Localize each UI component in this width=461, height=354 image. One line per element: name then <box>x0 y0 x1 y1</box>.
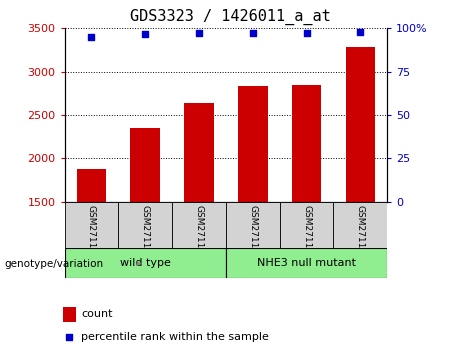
Point <box>88 34 95 40</box>
Bar <box>226 248 387 278</box>
Bar <box>292 85 321 202</box>
Text: count: count <box>81 309 112 319</box>
Bar <box>346 46 375 202</box>
Bar <box>65 202 118 248</box>
Bar <box>333 202 387 248</box>
Text: GSM271149: GSM271149 <box>195 205 203 260</box>
Text: percentile rank within the sample: percentile rank within the sample <box>81 332 269 342</box>
Bar <box>184 103 214 202</box>
Text: GDS3323 / 1426011_a_at: GDS3323 / 1426011_a_at <box>130 9 331 25</box>
Text: GSM271147: GSM271147 <box>87 205 96 260</box>
Text: GSM271152: GSM271152 <box>356 205 365 260</box>
Text: GSM271150: GSM271150 <box>248 205 257 260</box>
Text: wild type: wild type <box>120 258 171 268</box>
Text: NHE3 null mutant: NHE3 null mutant <box>257 258 356 268</box>
Point <box>65 334 73 339</box>
Bar <box>77 169 106 202</box>
Text: GSM271151: GSM271151 <box>302 205 311 260</box>
Text: genotype/variation: genotype/variation <box>5 259 104 269</box>
Point <box>357 29 364 35</box>
Bar <box>280 202 333 248</box>
Bar <box>172 202 226 248</box>
Bar <box>65 248 226 278</box>
Point <box>303 30 310 35</box>
Point <box>195 30 203 35</box>
Bar <box>226 202 280 248</box>
Point <box>142 31 149 36</box>
Bar <box>118 202 172 248</box>
Bar <box>130 128 160 202</box>
Text: GSM271148: GSM271148 <box>141 205 150 260</box>
Point <box>249 30 256 35</box>
Bar <box>63 307 76 321</box>
Bar <box>238 86 267 202</box>
